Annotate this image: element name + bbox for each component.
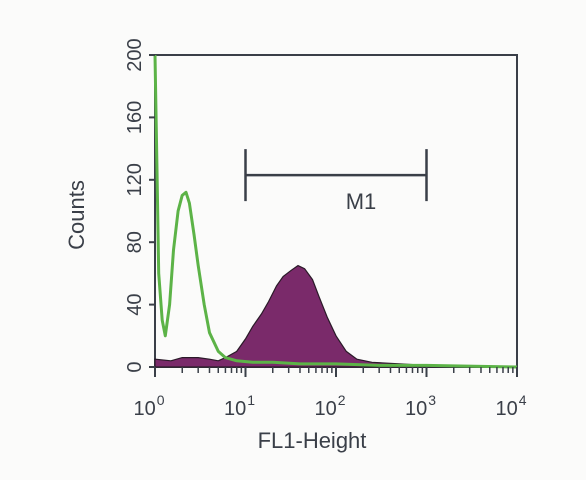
x-tick-label: 100	[133, 392, 164, 420]
x-tick-label: 101	[224, 392, 255, 420]
y-axis-title: Counts	[64, 180, 89, 250]
filled-histogram-series	[154, 264, 518, 368]
series-layer	[153, 54, 518, 369]
x-axis-title: FL1-Height	[258, 428, 367, 453]
x-tick-label: 102	[314, 392, 345, 420]
y-tick-label: 120	[124, 163, 146, 196]
y-tick-label: 40	[124, 293, 146, 315]
outline-histogram-series	[153, 54, 518, 369]
plot-frame	[154, 54, 518, 368]
marker-layer: M1	[244, 149, 428, 214]
y-tick-label: 0	[124, 361, 146, 372]
x-tick-label: 103	[405, 392, 436, 420]
y-tick-label: 80	[124, 231, 146, 253]
y-tick-label: 160	[124, 101, 146, 134]
y-tick-label: 200	[124, 38, 146, 71]
marker-m1-label: M1	[346, 189, 377, 214]
axis-layer: 0 40 80 120 160 200 100 101 102 103 104	[124, 38, 527, 420]
x-tick-label: 104	[495, 392, 526, 420]
plot-border	[154, 54, 518, 368]
